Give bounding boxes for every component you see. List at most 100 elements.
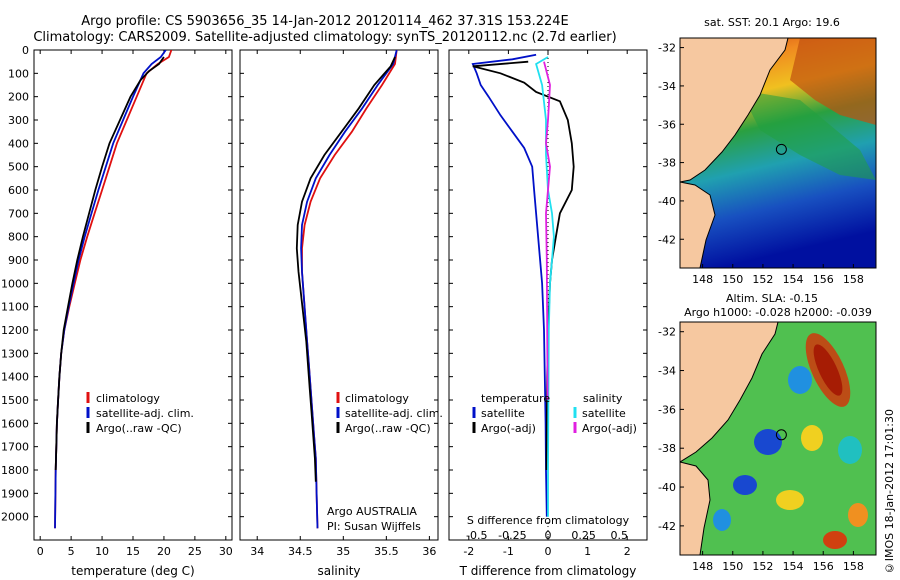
sla-map-subtitle: Argo h1000: -0.028 h2000: -0.039 xyxy=(684,306,872,319)
map-x-tick-label: 152 xyxy=(752,560,773,573)
map-y-tick-label: -42 xyxy=(658,520,676,533)
annotation-program: Argo AUSTRALIA xyxy=(327,505,417,518)
map-y-tick-label: -40 xyxy=(658,481,676,494)
y-tick-label: 1100 xyxy=(1,301,29,314)
series-line-argo-raw-qc- xyxy=(54,56,165,471)
map-x-tick-label: 150 xyxy=(722,273,743,286)
x-tick-label: 2 xyxy=(624,545,631,558)
sst-land-south xyxy=(680,181,716,268)
y-tick-label: 100 xyxy=(8,67,29,80)
legend-label-argo: Argo(..raw -QC) xyxy=(345,422,431,435)
x-tick-label: 15 xyxy=(126,545,140,558)
map-x-tick-label: 158 xyxy=(843,273,864,286)
sla-high-eddy-4 xyxy=(848,503,868,527)
map-x-tick-label: 148 xyxy=(692,273,713,286)
y-tick-label: 1000 xyxy=(1,277,29,290)
x-tick-label: 34.5 xyxy=(288,545,313,558)
y-tick-label: 1300 xyxy=(1,347,29,360)
sla-map-title: Altim. SLA: -0.15 xyxy=(726,292,818,305)
x-tick-label: 30 xyxy=(219,545,233,558)
y-tick-label: 500 xyxy=(8,161,29,174)
x-tick-label: 25 xyxy=(188,545,202,558)
temperature-legend: climatology satellite-adj. clim. Argo(..… xyxy=(86,392,194,435)
legend-label-t-argo: Argo(-adj) xyxy=(481,422,536,435)
x-tick-label: 5 xyxy=(68,545,75,558)
y-tick-label: 400 xyxy=(8,137,29,150)
map-y-tick-label: -40 xyxy=(658,195,676,208)
sst-map xyxy=(680,38,876,268)
sla-low-eddy-2 xyxy=(754,429,782,455)
map-y-tick-label: -36 xyxy=(658,403,676,416)
y-tick-label: 1900 xyxy=(1,487,29,500)
x-tick-label: 0 xyxy=(545,545,552,558)
sla-map-frame xyxy=(679,321,877,556)
salinity-frame xyxy=(239,49,439,541)
map-x-tick-label: 154 xyxy=(783,273,804,286)
sst-map-ticks: 148 150 152 154 156 158 -32 -34 -36 -38 -40 -42 xyxy=(658,42,864,286)
map-y-tick-label: -36 xyxy=(658,118,676,131)
legend-label-satellite: satellite-adj. clim. xyxy=(345,407,443,420)
y-tick-label: 800 xyxy=(8,231,29,244)
sla-high-eddy-2 xyxy=(801,425,823,451)
legend-label-satellite: satellite-adj. clim. xyxy=(96,407,194,420)
imos-credit: ©IMOS 18-Jan-2012 17:01:30 xyxy=(883,408,896,574)
salinity-legend: climatology satellite-adj. clim. Argo(..… xyxy=(336,392,443,435)
sst-map-title: sat. SST: 20.1 Argo: 19.6 xyxy=(704,16,840,29)
annotation-pi: PI: Susan Wijffels xyxy=(327,520,421,533)
series-line-argo-raw-qc- xyxy=(295,56,396,482)
s-tick-label: 0.5 xyxy=(611,529,629,542)
sla-low-eddy-1 xyxy=(788,366,812,394)
legend-label-s-argo: Argo(-adj) xyxy=(582,422,637,435)
s-tick-label: 0 xyxy=(545,529,552,542)
temperature-frame xyxy=(33,49,233,541)
y-tick-label: 1600 xyxy=(1,417,29,430)
header-line-2: Climatology: CARS2009. Satellite-adjuste… xyxy=(33,30,617,45)
series-line-s-argo-adj- xyxy=(543,61,551,401)
sla-high-core xyxy=(813,344,843,396)
sla-high-eddy-3 xyxy=(776,490,804,510)
map-y-tick-label: -38 xyxy=(658,157,676,170)
x-tick-label: 0 xyxy=(37,545,44,558)
x-tick-label: 20 xyxy=(157,545,171,558)
sla-high-eddy-5 xyxy=(823,531,847,549)
sla-land xyxy=(680,322,779,463)
sst-map-frame xyxy=(679,37,877,269)
sla-land-south xyxy=(680,461,711,555)
y-tick-label: 700 xyxy=(8,207,29,220)
argo-float-marker xyxy=(775,429,787,441)
map-x-tick-label: 156 xyxy=(813,560,834,573)
map-x-tick-label: 154 xyxy=(783,560,804,573)
difference-legend: temperature salinity satellite Argo(-adj… xyxy=(472,392,637,435)
s-tick-label: 0.25 xyxy=(571,529,596,542)
difference-xlabel: T difference from climatology xyxy=(459,564,637,578)
y-tick-label: 1800 xyxy=(1,464,29,477)
temperature-xlabel: temperature (deg C) xyxy=(71,564,194,578)
sla-map-ticks: 148 150 152 154 156 158 -32 -34 -36 -38 -40 -42 xyxy=(658,326,864,573)
y-tick-label: 2000 xyxy=(1,511,29,524)
x-tick-label: 35.5 xyxy=(374,545,399,558)
sst-warm-core xyxy=(790,38,876,125)
temperature-axes: 0 5 10 15 20 25 300100200300400500600700800900… xyxy=(1,44,233,558)
map-y-tick-label: -38 xyxy=(658,442,676,455)
sla-low-eddy-3 xyxy=(733,475,757,495)
map-x-tick-label: 152 xyxy=(752,273,773,286)
legend-title-temperature: temperature xyxy=(481,392,550,405)
legend-label-s-satellite: satellite xyxy=(582,407,626,420)
y-tick-label: 0 xyxy=(22,44,29,57)
y-tick-label: 1200 xyxy=(1,324,29,337)
map-x-tick-label: 150 xyxy=(722,560,743,573)
x-tick-label: 36 xyxy=(422,545,436,558)
map-x-tick-label: 158 xyxy=(843,560,864,573)
y-tick-label: 1500 xyxy=(1,394,29,407)
map-y-tick-label: -32 xyxy=(658,42,676,55)
sst-land xyxy=(680,38,789,183)
sla-low-eddy-4 xyxy=(838,436,862,464)
salinity-xlabel: salinity xyxy=(317,564,360,578)
x-tick-label: 1 xyxy=(584,545,591,558)
header-line-1: Argo profile: CS 5903656_35 14-Jan-2012 … xyxy=(81,14,569,29)
y-tick-label: 200 xyxy=(8,91,29,104)
difference-axes: -2 -1 0 1 2 -0.5 -0.25 0 0.25 0.5 xyxy=(449,49,647,558)
series-line-t-satellite xyxy=(471,53,548,517)
y-tick-label: 1700 xyxy=(1,441,29,454)
